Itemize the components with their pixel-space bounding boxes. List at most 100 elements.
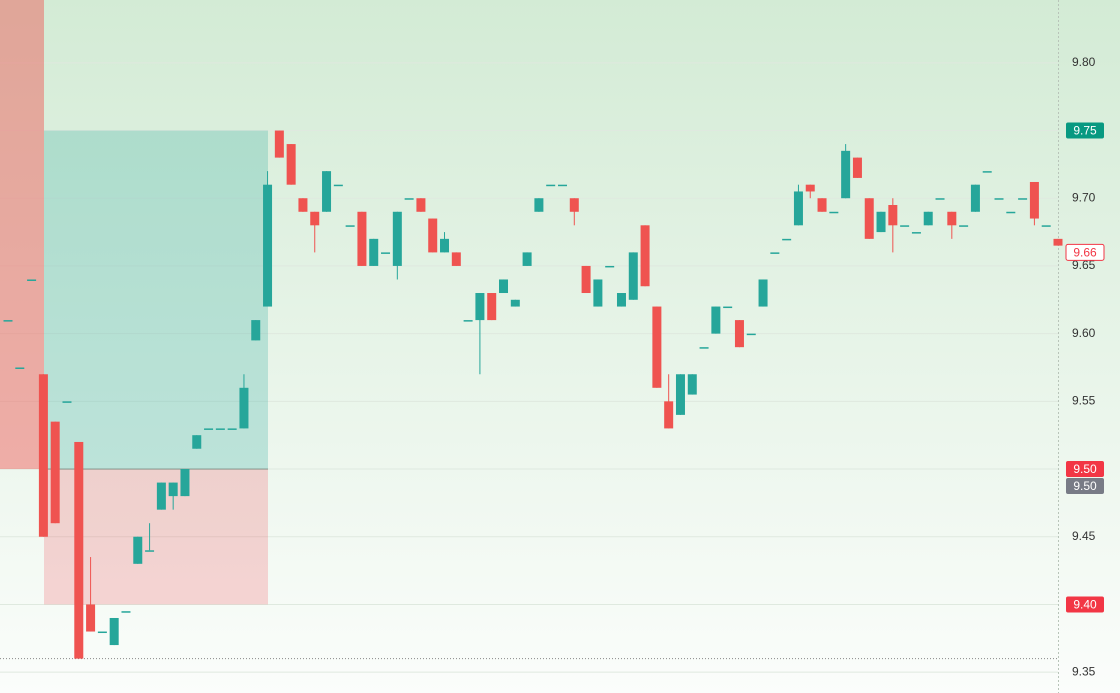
candle-body [357,211,367,266]
candle-body [86,604,96,632]
candle-body [15,367,25,369]
candle-body [699,347,709,349]
candle-body [923,211,933,226]
candle-body [1053,238,1063,246]
candle-body [852,157,862,178]
price-badge-label: 9.40 [1073,598,1097,612]
candle-body [605,265,615,268]
candle-body [557,184,567,187]
candle-body [404,198,414,200]
candle-body [310,211,320,226]
candle-body [97,631,107,634]
candle-body [593,279,603,307]
candle-body [1006,211,1016,214]
candle-body [145,550,155,552]
candle-body [841,150,851,199]
candle-body [428,218,438,253]
candle-body [723,306,733,309]
candle-body [959,225,969,227]
price-badge-label: 9.75 [1073,124,1097,138]
candle-body [180,469,190,497]
price-badge [1066,478,1104,495]
target-zone [44,130,268,470]
candle-body [156,482,166,510]
y-tick-label: 9.60 [1072,326,1096,340]
y-tick-label: 9.45 [1072,529,1096,543]
price-badge [1066,461,1104,478]
candle-body [817,198,827,212]
candle-body [286,144,296,185]
candle-body [27,279,37,281]
candle-body [970,184,980,212]
candle-body [900,225,910,227]
price-badge [1065,243,1105,261]
y-tick-label: 9.70 [1072,190,1096,204]
candle-body [38,374,48,537]
price-badge-label: 9.50 [1073,462,1097,476]
candle-body [475,293,485,321]
candle-body [251,320,261,341]
candle-body [734,320,744,348]
candle-body [345,225,355,227]
candle-body [416,198,426,212]
candle-body [50,421,60,524]
candle-body [215,428,225,430]
candle-body [805,184,815,192]
price-badge-label: 9.50 [1073,479,1097,493]
candle-body [333,184,343,187]
candle-body [770,252,780,254]
candle-body [239,387,249,429]
candle-body [192,435,202,449]
candle-body [864,198,874,239]
candle-body [546,184,556,187]
candle-body [628,252,638,300]
candle-body [369,238,379,266]
candle-body [121,611,131,613]
candle-body [168,482,178,497]
candle-body [758,279,768,307]
candle-body [616,293,626,307]
left-shade [0,0,44,470]
candle-body [982,171,992,173]
candle-body [263,184,273,307]
y-tick-label: 9.65 [1072,258,1096,272]
candle-body [1018,198,1028,200]
candle-body [510,299,520,307]
candle-body [392,211,402,266]
candle-body [994,198,1004,200]
candle-body [381,252,391,254]
candle-body [687,374,697,395]
candle-body [711,306,721,334]
candle-body [746,333,756,336]
candle-body [274,130,284,158]
candle-body [888,205,898,226]
candle-body [133,536,143,564]
candle-body [664,401,674,429]
candle-body [876,211,886,233]
y-tick-label: 9.55 [1072,394,1096,408]
candle-body [652,306,662,388]
candle-body [911,232,921,234]
candle-body [829,211,839,214]
candle-body [74,441,84,659]
candle-body [3,320,13,322]
candle-body [581,265,591,294]
candle-body [499,279,509,294]
candle-body [298,198,308,212]
candle-body [1041,225,1051,227]
candle-body [569,198,579,212]
candle-body [947,211,957,226]
price-badge [1066,596,1104,613]
price-badge-label: 9.66 [1073,246,1097,260]
y-tick-label: 9.35 [1072,664,1096,678]
price-badge [1066,122,1104,139]
candle-body [204,428,214,430]
candle-body [640,225,650,287]
candle-body [793,191,803,226]
candle-body [782,238,792,241]
candle-body [534,198,544,212]
candle-body [62,401,72,403]
candle-body [451,252,461,266]
